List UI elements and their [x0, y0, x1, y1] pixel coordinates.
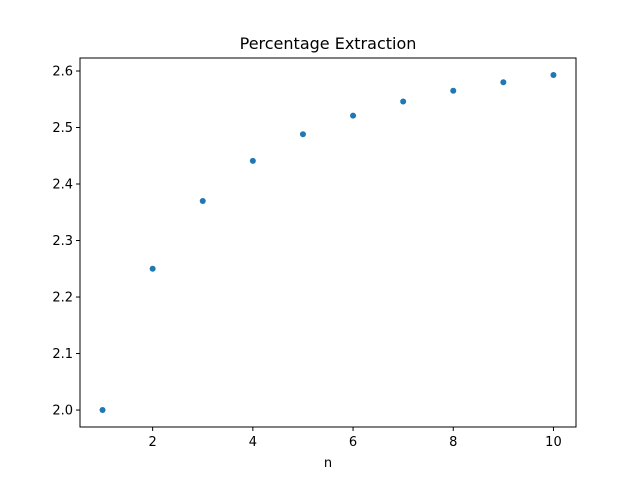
data-point — [199, 197, 206, 204]
x-tick-label: 4 — [249, 435, 257, 450]
data-point — [500, 79, 507, 86]
y-tick-label: 2.5 — [52, 121, 73, 136]
data-point — [249, 157, 256, 164]
data-point — [149, 265, 156, 272]
data-point — [450, 87, 457, 94]
y-tick-label: 2.2 — [52, 291, 73, 306]
data-points — [99, 71, 557, 414]
y-tick-label: 2.4 — [52, 178, 73, 193]
x-tick-label: 6 — [349, 435, 357, 450]
data-point — [400, 98, 407, 105]
data-point — [99, 407, 106, 414]
y-tick-label: 2.0 — [52, 404, 73, 419]
y-tick-label: 2.3 — [52, 234, 73, 249]
y-tick-label: 2.1 — [52, 347, 73, 362]
x-tick-label: 2 — [149, 435, 157, 450]
y-axis-ticks: 2.0 2.1 2.2 2.3 2.4 2.5 2.6 — [52, 64, 80, 419]
data-point — [550, 71, 557, 78]
data-point — [299, 131, 306, 138]
x-tick-label: 10 — [545, 435, 562, 450]
x-axis-ticks: 2 4 6 8 10 — [149, 427, 562, 450]
data-point — [350, 112, 357, 119]
x-axis-label: n — [324, 456, 332, 471]
axes-frame — [79, 57, 577, 428]
chart-title: Percentage Extraction — [240, 34, 417, 53]
y-tick-label: 2.6 — [52, 64, 73, 79]
x-tick-label: 8 — [449, 435, 457, 450]
